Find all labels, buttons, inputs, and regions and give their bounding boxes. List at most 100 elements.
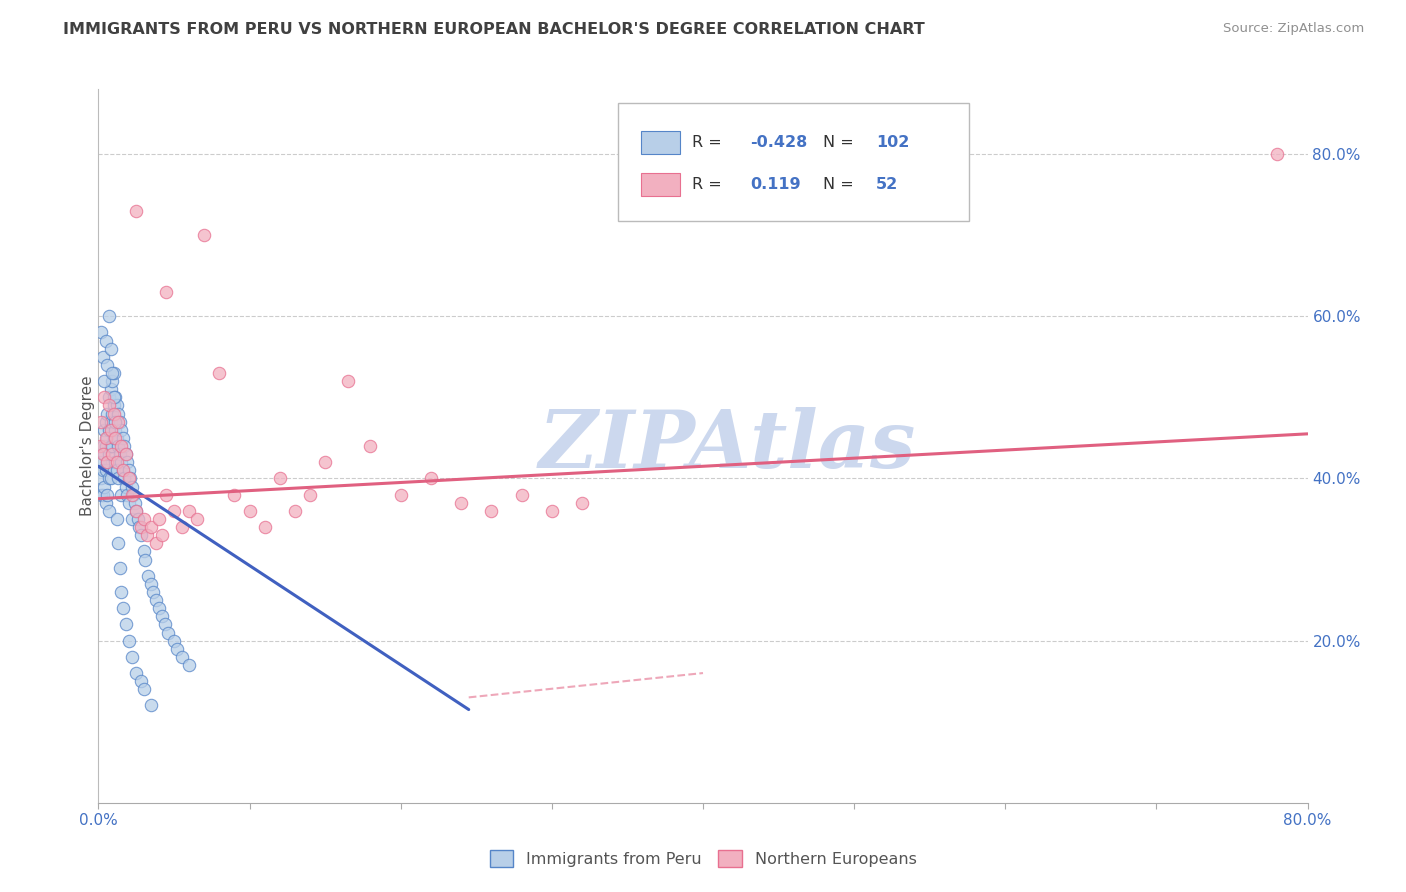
Point — [100, 471, 122, 485]
Point — [98, 310, 121, 324]
Point — [101, 374, 124, 388]
Point — [450, 496, 472, 510]
Point — [103, 399, 125, 413]
Point — [94, 334, 117, 348]
Point — [179, 504, 201, 518]
Point — [96, 407, 118, 421]
Point — [114, 447, 136, 461]
Point — [224, 488, 246, 502]
Point — [105, 463, 128, 477]
Point — [571, 496, 593, 510]
Point — [129, 528, 152, 542]
Point — [108, 447, 131, 461]
Point — [163, 633, 186, 648]
Point — [125, 203, 148, 218]
Point — [108, 560, 131, 574]
Point — [91, 488, 114, 502]
Point — [118, 471, 141, 485]
Point — [90, 471, 112, 485]
Point — [124, 496, 146, 510]
Point — [112, 439, 135, 453]
Point — [150, 528, 173, 542]
Point — [91, 350, 114, 364]
Point — [94, 463, 117, 477]
Point — [125, 666, 148, 681]
FancyBboxPatch shape — [641, 131, 681, 154]
Text: ZIPAtlas: ZIPAtlas — [538, 408, 915, 484]
Point — [141, 577, 163, 591]
Point — [132, 512, 155, 526]
Point — [96, 488, 118, 502]
Point — [104, 455, 127, 469]
Point — [148, 512, 170, 526]
Point — [103, 366, 125, 380]
Text: R =: R = — [692, 136, 721, 150]
Point — [101, 447, 124, 461]
Point — [118, 496, 141, 510]
Point — [100, 415, 122, 429]
Text: N =: N = — [823, 136, 853, 150]
Point — [481, 504, 503, 518]
Point — [163, 504, 186, 518]
Point — [420, 471, 443, 485]
Point — [299, 488, 322, 502]
Point — [101, 407, 124, 421]
Text: N =: N = — [823, 177, 853, 192]
Point — [156, 625, 179, 640]
Point — [107, 415, 129, 429]
Point — [193, 228, 215, 243]
Point — [89, 439, 111, 453]
Point — [107, 471, 129, 485]
Point — [94, 496, 117, 510]
Point — [208, 366, 231, 380]
Point — [141, 698, 163, 713]
Point — [104, 431, 127, 445]
Legend: Immigrants from Peru, Northern Europeans: Immigrants from Peru, Northern Europeans — [484, 844, 922, 873]
Point — [91, 463, 114, 477]
Y-axis label: Bachelor's Degree: Bachelor's Degree — [80, 376, 94, 516]
Point — [101, 439, 124, 453]
Point — [118, 633, 141, 648]
Point — [114, 617, 136, 632]
Point — [110, 488, 132, 502]
Point — [284, 504, 307, 518]
Point — [107, 439, 129, 453]
Point — [1267, 147, 1289, 161]
Point — [103, 390, 125, 404]
Point — [125, 504, 148, 518]
Point — [100, 382, 122, 396]
Point — [125, 504, 148, 518]
Point — [128, 520, 150, 534]
Point — [98, 447, 121, 461]
Text: 52: 52 — [876, 177, 898, 192]
Point — [389, 488, 412, 502]
Point — [90, 488, 112, 502]
Text: 0.119: 0.119 — [751, 177, 801, 192]
Point — [336, 374, 359, 388]
Text: 102: 102 — [876, 136, 910, 150]
Point — [134, 552, 156, 566]
Point — [114, 447, 136, 461]
Point — [96, 455, 118, 469]
Point — [121, 649, 143, 664]
Point — [129, 520, 152, 534]
Point — [145, 536, 167, 550]
Point — [150, 609, 173, 624]
Point — [115, 455, 138, 469]
Point — [98, 390, 121, 404]
Point — [108, 415, 131, 429]
FancyBboxPatch shape — [641, 173, 681, 195]
Point — [107, 536, 129, 550]
Point — [105, 455, 128, 469]
Point — [540, 504, 562, 518]
Point — [105, 431, 128, 445]
Point — [510, 488, 533, 502]
Point — [269, 471, 291, 485]
Point — [135, 528, 157, 542]
Point — [132, 682, 155, 697]
Text: -0.428: -0.428 — [751, 136, 807, 150]
Point — [93, 390, 115, 404]
Point — [96, 358, 118, 372]
Point — [94, 439, 117, 453]
Point — [90, 326, 112, 340]
